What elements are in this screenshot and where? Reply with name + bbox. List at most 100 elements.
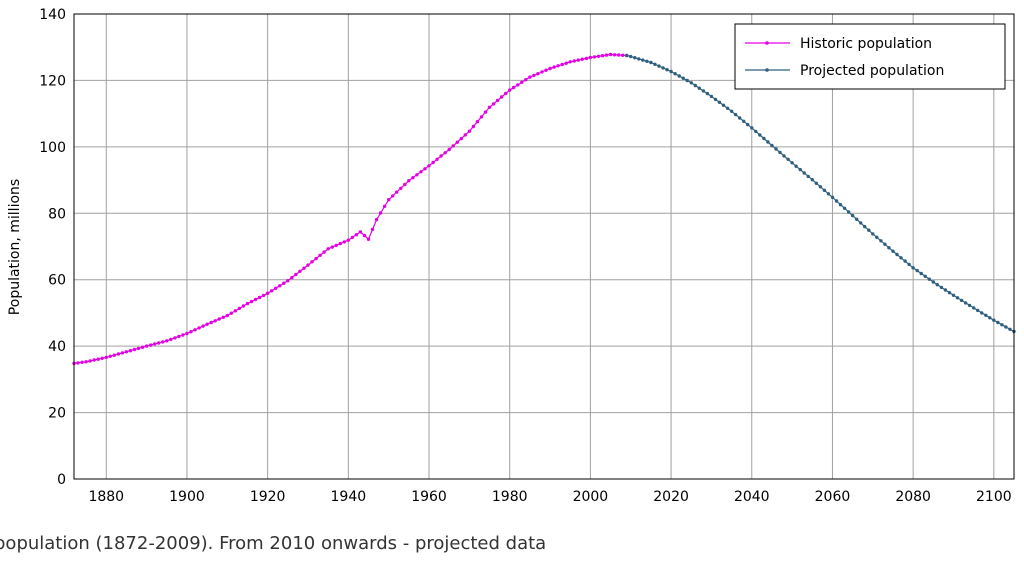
data-point	[241, 304, 246, 308]
y-axis-title: Population, millions	[7, 179, 23, 315]
data-point	[629, 54, 633, 59]
data-point	[778, 150, 782, 155]
data-point	[875, 235, 879, 239]
data-point	[270, 289, 274, 293]
data-point	[826, 192, 831, 196]
legend-entry: Projected population	[800, 63, 944, 79]
data-point	[92, 358, 96, 362]
data-point	[403, 182, 407, 187]
data-point	[633, 56, 637, 60]
data-point	[229, 311, 233, 315]
data-point	[391, 194, 395, 198]
data-point	[326, 247, 330, 251]
data-point	[733, 112, 738, 117]
data-point	[830, 195, 835, 199]
data-point	[193, 328, 197, 332]
data-point	[96, 357, 100, 361]
data-point	[576, 58, 580, 62]
data-point	[572, 59, 576, 63]
data-point	[140, 345, 145, 349]
data-point	[362, 233, 367, 238]
data-point	[592, 55, 597, 59]
data-point	[310, 260, 314, 264]
data-point	[257, 295, 262, 300]
x-tick-label: 2040	[734, 489, 770, 505]
data-point	[451, 144, 455, 148]
data-point	[209, 320, 213, 325]
data-point	[322, 250, 326, 254]
data-point	[855, 217, 859, 221]
x-tick-label: 1980	[492, 489, 528, 505]
data-point	[701, 89, 706, 93]
data-point	[947, 291, 952, 295]
data-point	[520, 80, 524, 85]
data-point	[249, 299, 254, 304]
data-point	[455, 140, 459, 144]
data-point	[338, 241, 342, 246]
data-point	[431, 160, 435, 165]
data-point	[657, 64, 661, 68]
data-point	[112, 353, 117, 357]
data-point	[116, 352, 121, 356]
data-point	[298, 269, 302, 273]
data-point	[738, 116, 742, 120]
data-point	[370, 227, 375, 232]
data-point	[475, 120, 480, 124]
data-point	[306, 263, 310, 267]
data-point	[382, 204, 387, 208]
series-projected	[625, 53, 1016, 334]
data-point	[616, 53, 621, 57]
data-point	[903, 259, 907, 263]
data-point	[84, 360, 88, 364]
y-tick-label: 100	[39, 140, 66, 156]
data-point	[625, 53, 629, 58]
data-point	[274, 286, 278, 290]
data-point	[899, 256, 903, 260]
data-point	[838, 203, 843, 207]
data-point	[128, 349, 133, 353]
data-point	[245, 301, 250, 306]
data-point	[766, 140, 770, 144]
data-point	[927, 277, 931, 281]
data-point	[850, 213, 855, 218]
data-point	[665, 68, 669, 72]
x-tick-label: 2100	[976, 489, 1012, 505]
data-point	[560, 62, 564, 67]
x-tick-label: 1960	[411, 489, 447, 505]
y-tick-label: 120	[39, 73, 66, 89]
data-point	[177, 334, 181, 339]
data-point	[911, 266, 915, 270]
data-point	[88, 359, 92, 363]
data-point	[822, 188, 827, 192]
data-point	[980, 311, 984, 315]
data-point	[395, 190, 399, 194]
data-point	[976, 308, 980, 313]
data-point	[915, 268, 919, 273]
x-tick-label: 2080	[895, 489, 931, 505]
data-point	[516, 83, 520, 87]
data-point	[641, 58, 645, 62]
data-point	[528, 75, 532, 79]
data-point	[842, 206, 847, 210]
data-point	[725, 106, 730, 111]
data-point	[261, 293, 266, 298]
data-point	[939, 285, 944, 290]
data-point	[136, 346, 141, 351]
data-point	[984, 313, 988, 317]
x-tick-label: 1900	[169, 489, 205, 505]
data-point	[552, 65, 556, 69]
data-point	[859, 221, 863, 225]
data-point	[802, 171, 806, 175]
data-point	[1000, 323, 1004, 327]
population-chart: 1880 1900 1920 1940 1960 1980 2000 2020 2040 2060…	[7, 7, 1016, 505]
data-point	[814, 181, 818, 185]
data-point	[467, 129, 472, 133]
y-tick-label: 60	[48, 273, 66, 289]
y-tick-label: 0	[57, 472, 66, 488]
legend-entry: Historic population	[800, 36, 932, 52]
data-point	[608, 52, 613, 57]
data-point	[729, 109, 734, 114]
data-point	[548, 66, 552, 71]
data-point	[491, 102, 496, 106]
data-point	[185, 331, 189, 336]
